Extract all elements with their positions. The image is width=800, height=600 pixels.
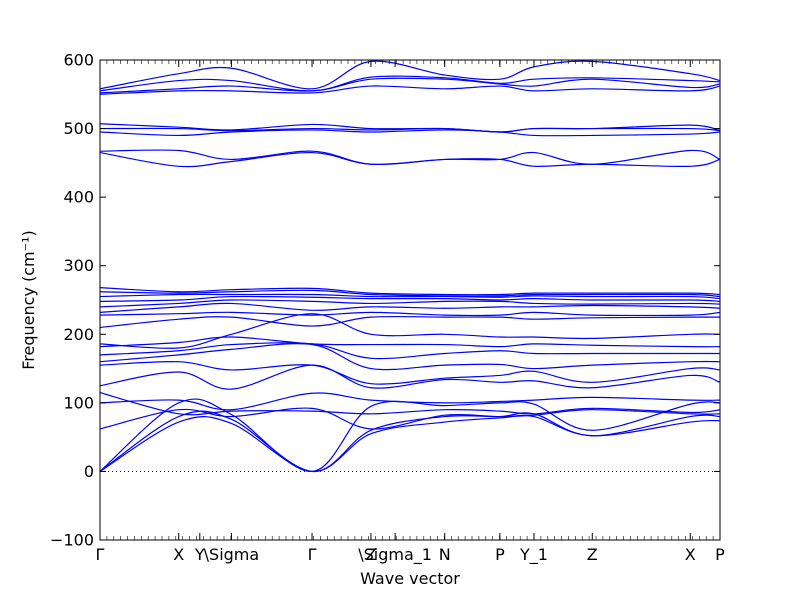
x-tick-label: Z: [587, 545, 598, 564]
x-tick-labels: Γ X Y\Sigma Γ Z\Sigma_1 N P Y_1 Z X P: [96, 545, 726, 565]
band-line-1: [100, 414, 720, 473]
x-tick-label: Γ: [308, 545, 317, 564]
band-line-23: [100, 129, 720, 137]
band-line-18: [100, 293, 720, 300]
band-line-17: [100, 295, 720, 302]
band-line-4: [100, 407, 720, 430]
y-tick-label: 200: [63, 325, 94, 344]
band-line-9: [100, 343, 720, 371]
y-tick-label: 400: [63, 188, 94, 207]
band-line-3: [100, 398, 720, 473]
band-line-14: [100, 311, 720, 317]
x-tick-label: P: [495, 545, 505, 564]
x-tick-label: Y_1: [519, 545, 548, 565]
band-line-5: [100, 392, 720, 411]
band-line-19: [100, 289, 720, 298]
x-tick-label: Γ: [96, 545, 105, 564]
band-line-12: [100, 313, 720, 349]
band-line-10: [100, 342, 720, 360]
plot-frame: [99, 59, 721, 541]
band-line-6: [100, 391, 720, 416]
band-line-13: [100, 315, 720, 329]
x-tick-label: \Sigma_1: [358, 545, 432, 565]
x-tick-label: X: [685, 545, 696, 564]
band-line-7: [100, 364, 720, 390]
band-line-20: [100, 287, 720, 296]
band-line-29: [100, 60, 720, 90]
ticks-layer: [99, 59, 721, 541]
x-tick-label: Z: [365, 545, 376, 564]
band-line-15: [100, 302, 720, 313]
y-tick-label: 500: [63, 119, 94, 138]
band-line-28: [100, 75, 720, 92]
band-line-8: [100, 360, 720, 385]
x-tick-label: X: [173, 545, 184, 564]
bands-layer: [100, 60, 720, 473]
y-tick-labels: −100 0 100 200 300 400 500 600: [50, 51, 94, 550]
y-axis-label: Frequency (cm⁻¹): [19, 230, 38, 369]
x-axis-label: Wave vector: [360, 569, 460, 588]
x-tick-label: N: [439, 545, 451, 564]
y-tick-label: 100: [63, 393, 94, 412]
y-tick-label: 0: [84, 462, 94, 481]
x-tick-label: \Sigma: [204, 545, 260, 564]
band-line-11: [100, 336, 720, 348]
band-line-2: [100, 410, 720, 473]
band-line-27: [100, 77, 720, 94]
x-tick-label: P: [715, 545, 725, 564]
y-tick-label: −100: [50, 531, 94, 550]
band-line-22: [100, 149, 720, 166]
y-tick-label: 600: [63, 51, 94, 70]
band-line-25: [100, 123, 720, 133]
band-line-16: [100, 299, 720, 308]
x-tick-label: Y: [194, 545, 205, 564]
y-tick-label: 300: [63, 256, 94, 275]
band-line-26: [100, 85, 720, 95]
